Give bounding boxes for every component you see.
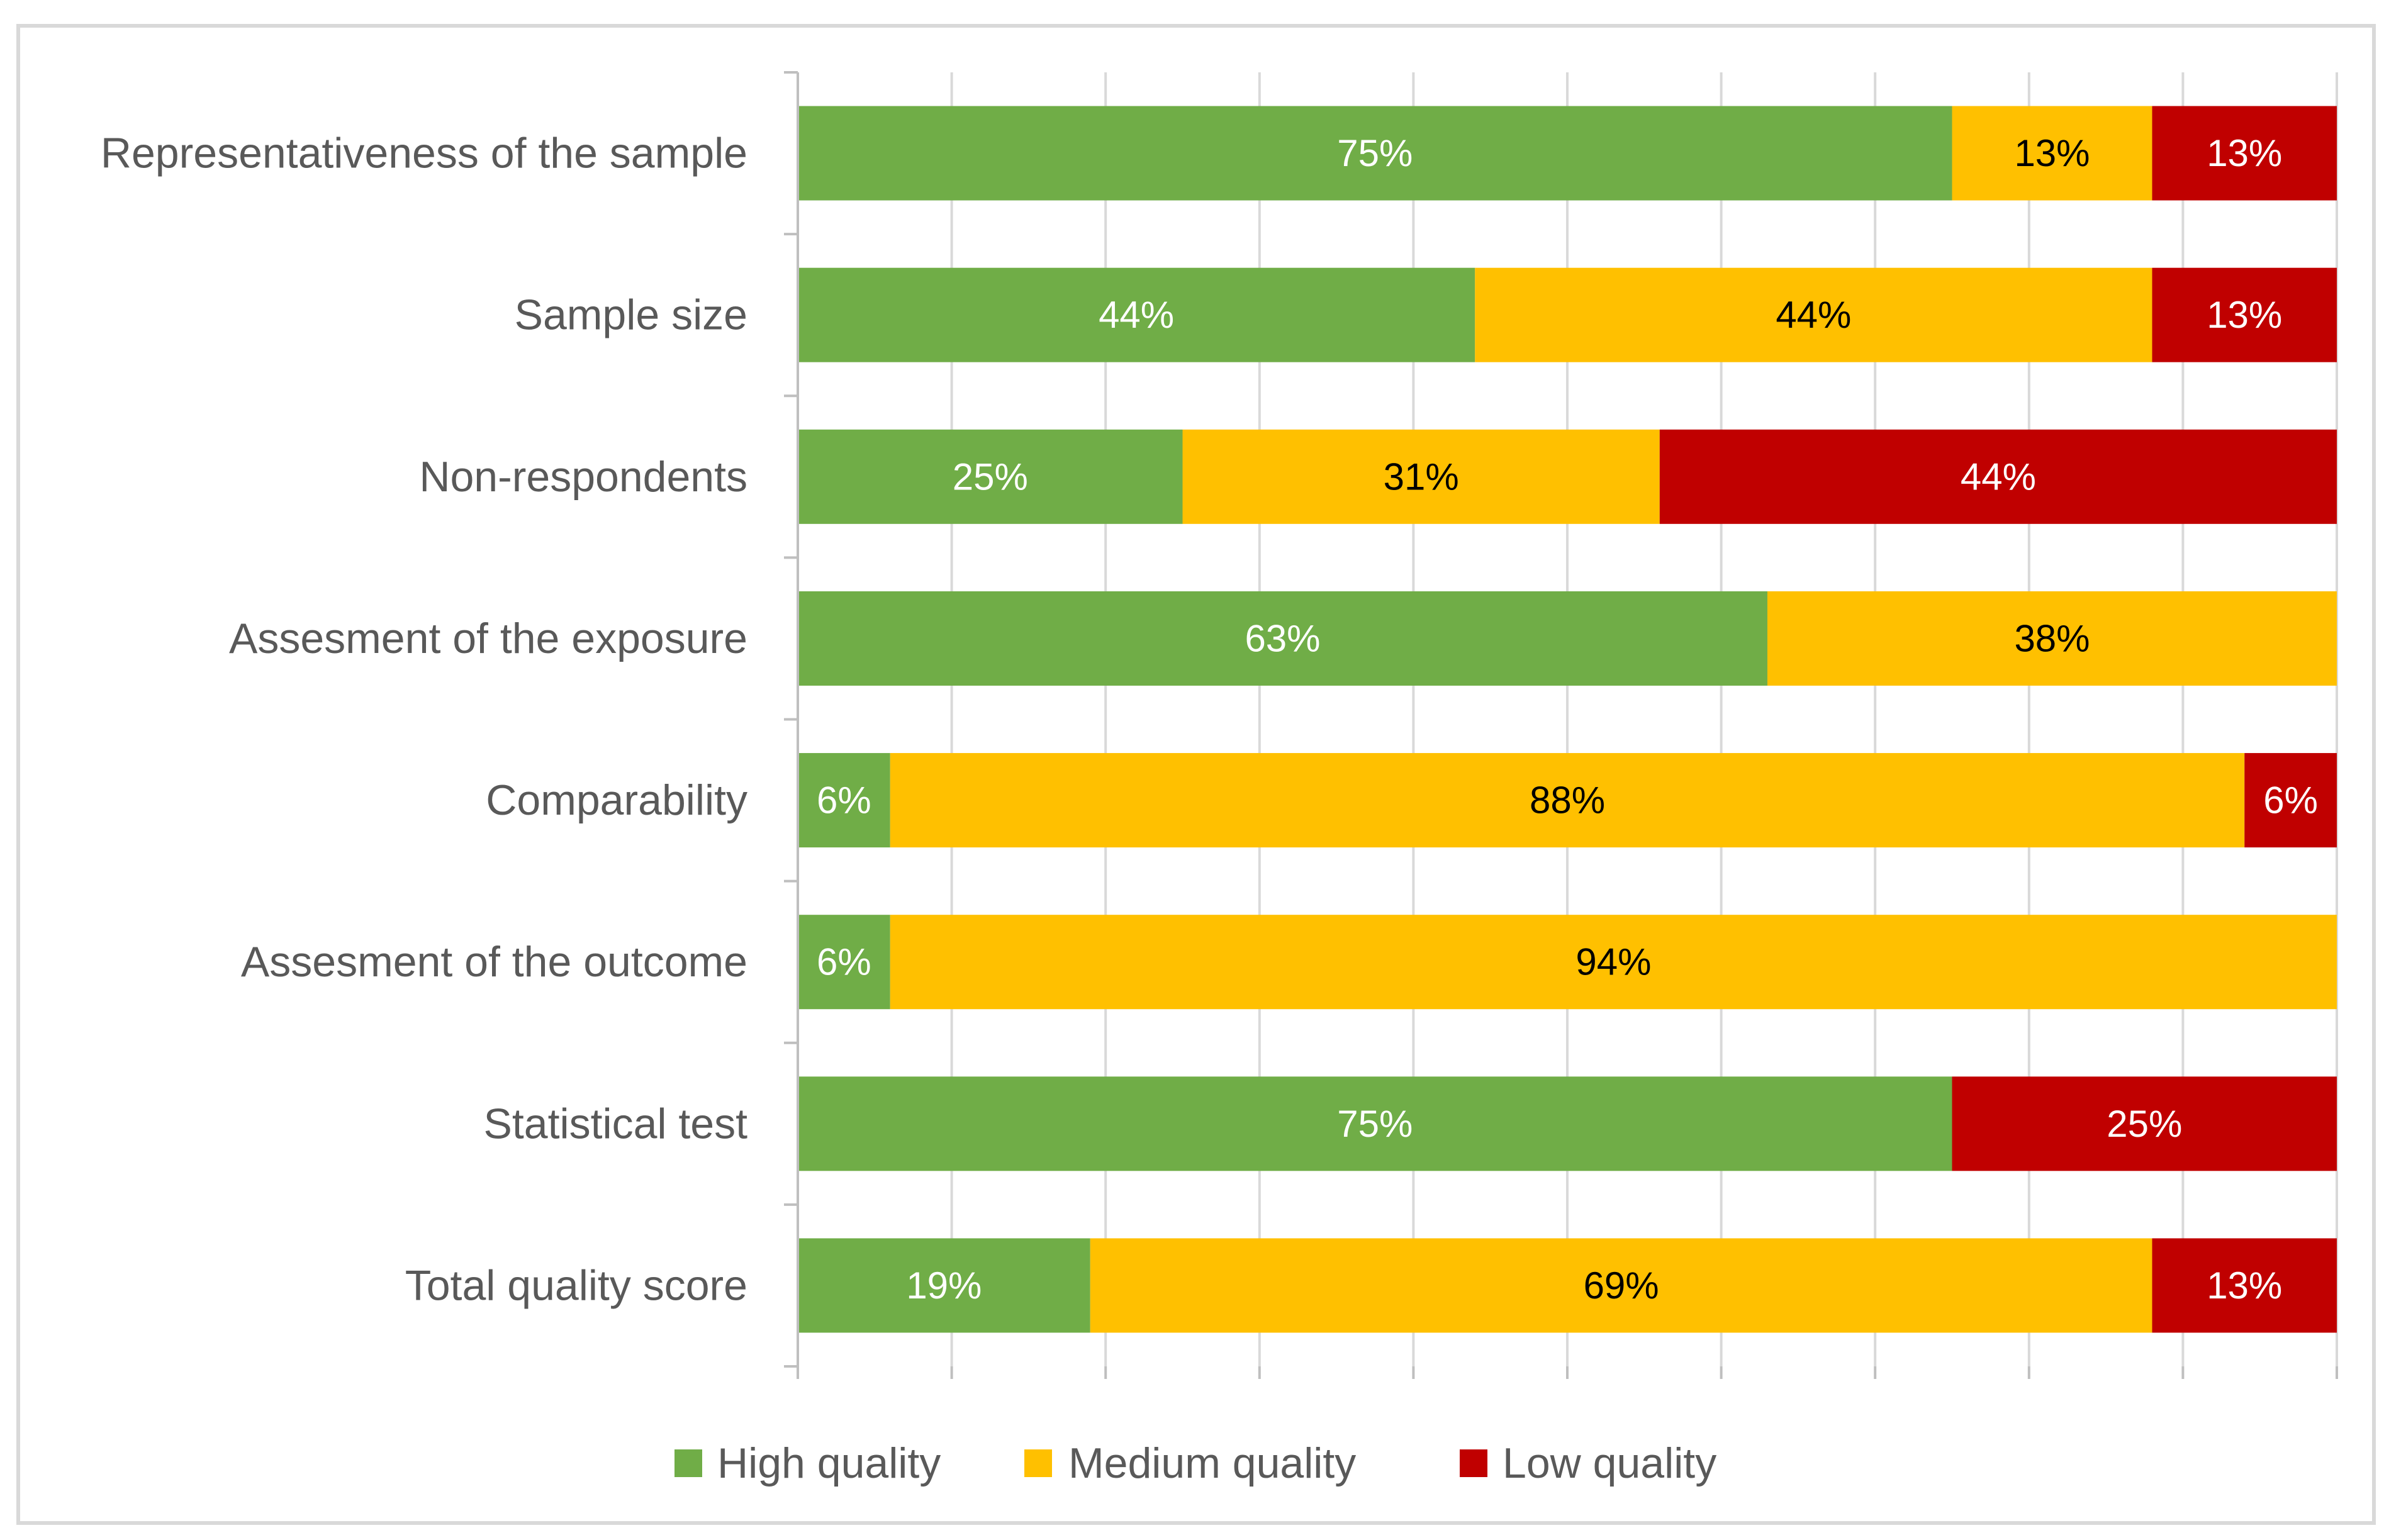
bar-segment — [798, 753, 890, 848]
category-label: Representativeness of the sample — [101, 130, 747, 177]
data-label: 31% — [1384, 455, 1459, 498]
data-label: 63% — [1245, 617, 1320, 659]
legend-label: High quality — [717, 1439, 941, 1487]
bar-segment — [798, 591, 1767, 686]
data-label: 19% — [906, 1264, 982, 1307]
data-label: 25% — [953, 455, 1028, 498]
category-label: Non-respondents — [419, 453, 747, 501]
legend-swatch — [1460, 1449, 1487, 1477]
bar-segment — [798, 106, 1952, 201]
bar-segment — [1952, 106, 2152, 201]
data-label: 88% — [1530, 779, 1605, 822]
bar-segment — [1090, 1238, 2152, 1333]
bar-segment — [798, 429, 1183, 524]
legend-label: Low quality — [1503, 1439, 1716, 1487]
bar-segment — [798, 915, 890, 1010]
bar-segment — [2244, 753, 2337, 848]
category-label: Comparability — [486, 776, 747, 824]
data-label: 75% — [1337, 1103, 1413, 1145]
data-label: 44% — [1961, 455, 2036, 498]
category-label: Assesment of the outcome — [241, 938, 747, 986]
data-label: 44% — [1099, 294, 1174, 336]
bars — [798, 106, 2337, 1333]
data-label: 44% — [1776, 294, 1851, 336]
bar-segment — [1475, 267, 2152, 362]
data-label: 6% — [2263, 779, 2318, 822]
legend: High quality Medium quality Low quality — [674, 1439, 1716, 1487]
category-label: Sample size — [515, 291, 747, 339]
data-label: 6% — [817, 779, 871, 822]
data-label: 13% — [2207, 1264, 2282, 1307]
bar-segment — [1952, 1076, 2337, 1171]
data-label: 13% — [2207, 132, 2282, 174]
category-label: Statistical test — [484, 1100, 748, 1147]
axis: Representativeness of the sample Sample s… — [101, 71, 2338, 1379]
data-label: 6% — [817, 941, 871, 983]
data-label: 94% — [1575, 941, 1651, 983]
legend-label: Medium quality — [1068, 1439, 1356, 1487]
data-label: 69% — [1584, 1264, 1659, 1307]
data-label: 75% — [1337, 132, 1413, 174]
bar-segment — [890, 915, 2337, 1010]
data-label: 38% — [2014, 617, 2090, 659]
bar-segment — [2152, 1238, 2337, 1333]
bar-segment — [890, 753, 2245, 848]
bar-segment — [2152, 267, 2337, 362]
legend-swatch — [1024, 1449, 1052, 1477]
data-labels: 75% 13% 13% 44% 44% 13% 25% 31% 44% 63% 38% 6% 88% 6%… — [817, 132, 2318, 1307]
category-label: Assesment of the exposure — [229, 615, 747, 662]
bar-segment — [1182, 429, 1660, 524]
bar-segment — [798, 1076, 1952, 1171]
category-label: Total quality score — [405, 1261, 747, 1309]
bar-segment — [798, 267, 1475, 362]
data-label: 13% — [2014, 132, 2090, 174]
bar-segment — [1659, 429, 2337, 524]
bar-segment — [798, 1238, 1090, 1333]
bar-segment — [1767, 591, 2337, 686]
data-label: 13% — [2207, 294, 2282, 336]
legend-swatch — [674, 1449, 702, 1477]
data-label: 25% — [2107, 1103, 2182, 1145]
bar-segment — [2152, 106, 2337, 201]
gridlines — [797, 72, 2338, 1366]
